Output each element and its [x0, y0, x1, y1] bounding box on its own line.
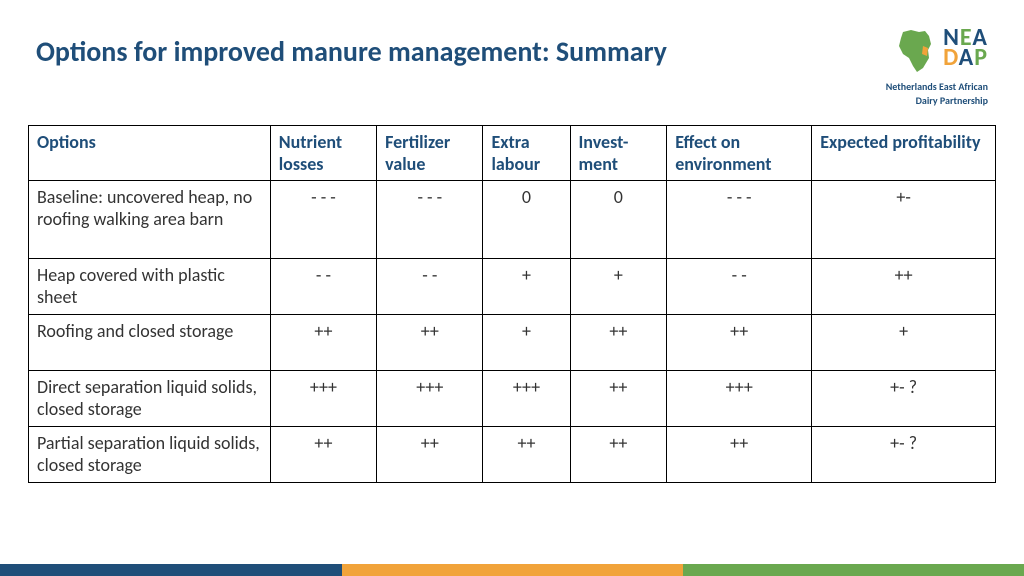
option-cell: Direct separation liquid solids, closed …	[29, 371, 271, 427]
value-cell: ++	[377, 315, 483, 371]
logo-char: P	[974, 43, 988, 72]
value-cell: ++	[570, 371, 667, 427]
value-cell: ++	[570, 315, 667, 371]
column-header: Extra labour	[483, 126, 570, 181]
value-cell: - - -	[377, 181, 483, 259]
value-cell: 0	[570, 181, 667, 259]
footer-segment	[683, 564, 1024, 576]
value-cell: ++	[483, 427, 570, 483]
value-cell: +- ?	[812, 371, 996, 427]
column-header: Nutrient losses	[270, 126, 376, 181]
value-cell: 0	[483, 181, 570, 259]
summary-table: OptionsNutrient lossesFertilizer valueEx…	[28, 125, 996, 483]
logo-char: A	[959, 43, 975, 72]
value-cell: ++	[270, 427, 376, 483]
value-cell: - -	[270, 259, 376, 315]
value-cell: ++	[667, 315, 812, 371]
value-cell: ++	[377, 427, 483, 483]
option-cell: Heap covered with plastic sheet	[29, 259, 271, 315]
logo-subtitle-1: Netherlands East African	[886, 81, 988, 93]
value-cell: +	[812, 315, 996, 371]
value-cell: +++	[667, 371, 812, 427]
logo-char: D	[943, 43, 959, 72]
value-cell: ++	[270, 315, 376, 371]
value-cell: +- ?	[812, 427, 996, 483]
table-row: Roofing and closed storage++++++++++	[29, 315, 996, 371]
footer-segment	[342, 564, 683, 576]
option-cell: Roofing and closed storage	[29, 315, 271, 371]
footer-segment	[0, 564, 342, 576]
value-cell: ++	[570, 427, 667, 483]
table-row: Baseline: uncovered heap, no roofing wal…	[29, 181, 996, 259]
value-cell: +-	[812, 181, 996, 259]
value-cell: - - -	[270, 181, 376, 259]
value-cell: +	[483, 315, 570, 371]
africa-icon	[895, 28, 937, 79]
option-cell: Partial separation liquid solids, closed…	[29, 427, 271, 483]
logo-subtitle-2: Dairy Partnership	[916, 95, 988, 107]
table-row: Heap covered with plastic sheet- -- -++-…	[29, 259, 996, 315]
value-cell: - - -	[667, 181, 812, 259]
value-cell: +++	[483, 371, 570, 427]
column-header: Invest-ment	[570, 126, 667, 181]
value-cell: +++	[377, 371, 483, 427]
value-cell: +	[570, 259, 667, 315]
column-header: Effect on environment	[667, 126, 812, 181]
table-header-row: OptionsNutrient lossesFertilizer valueEx…	[29, 126, 996, 181]
value-cell: ++	[667, 427, 812, 483]
column-header: Fertilizer value	[377, 126, 483, 181]
column-header: Expected profitability	[812, 126, 996, 181]
column-header: Options	[29, 126, 271, 181]
table-row: Partial separation liquid solids, closed…	[29, 427, 996, 483]
value-cell: - -	[667, 259, 812, 315]
logo-acronym: NEA DAP	[943, 28, 988, 69]
page-title: Options for improved manure management: …	[36, 34, 667, 69]
option-cell: Baseline: uncovered heap, no roofing wal…	[29, 181, 271, 259]
value-cell: +	[483, 259, 570, 315]
footer-stripe	[0, 564, 1024, 576]
logo: NEA DAP Netherlands East African Dairy P…	[886, 28, 988, 107]
table-row: Direct separation liquid solids, closed …	[29, 371, 996, 427]
value-cell: - -	[377, 259, 483, 315]
value-cell: +++	[270, 371, 376, 427]
value-cell: ++	[812, 259, 996, 315]
